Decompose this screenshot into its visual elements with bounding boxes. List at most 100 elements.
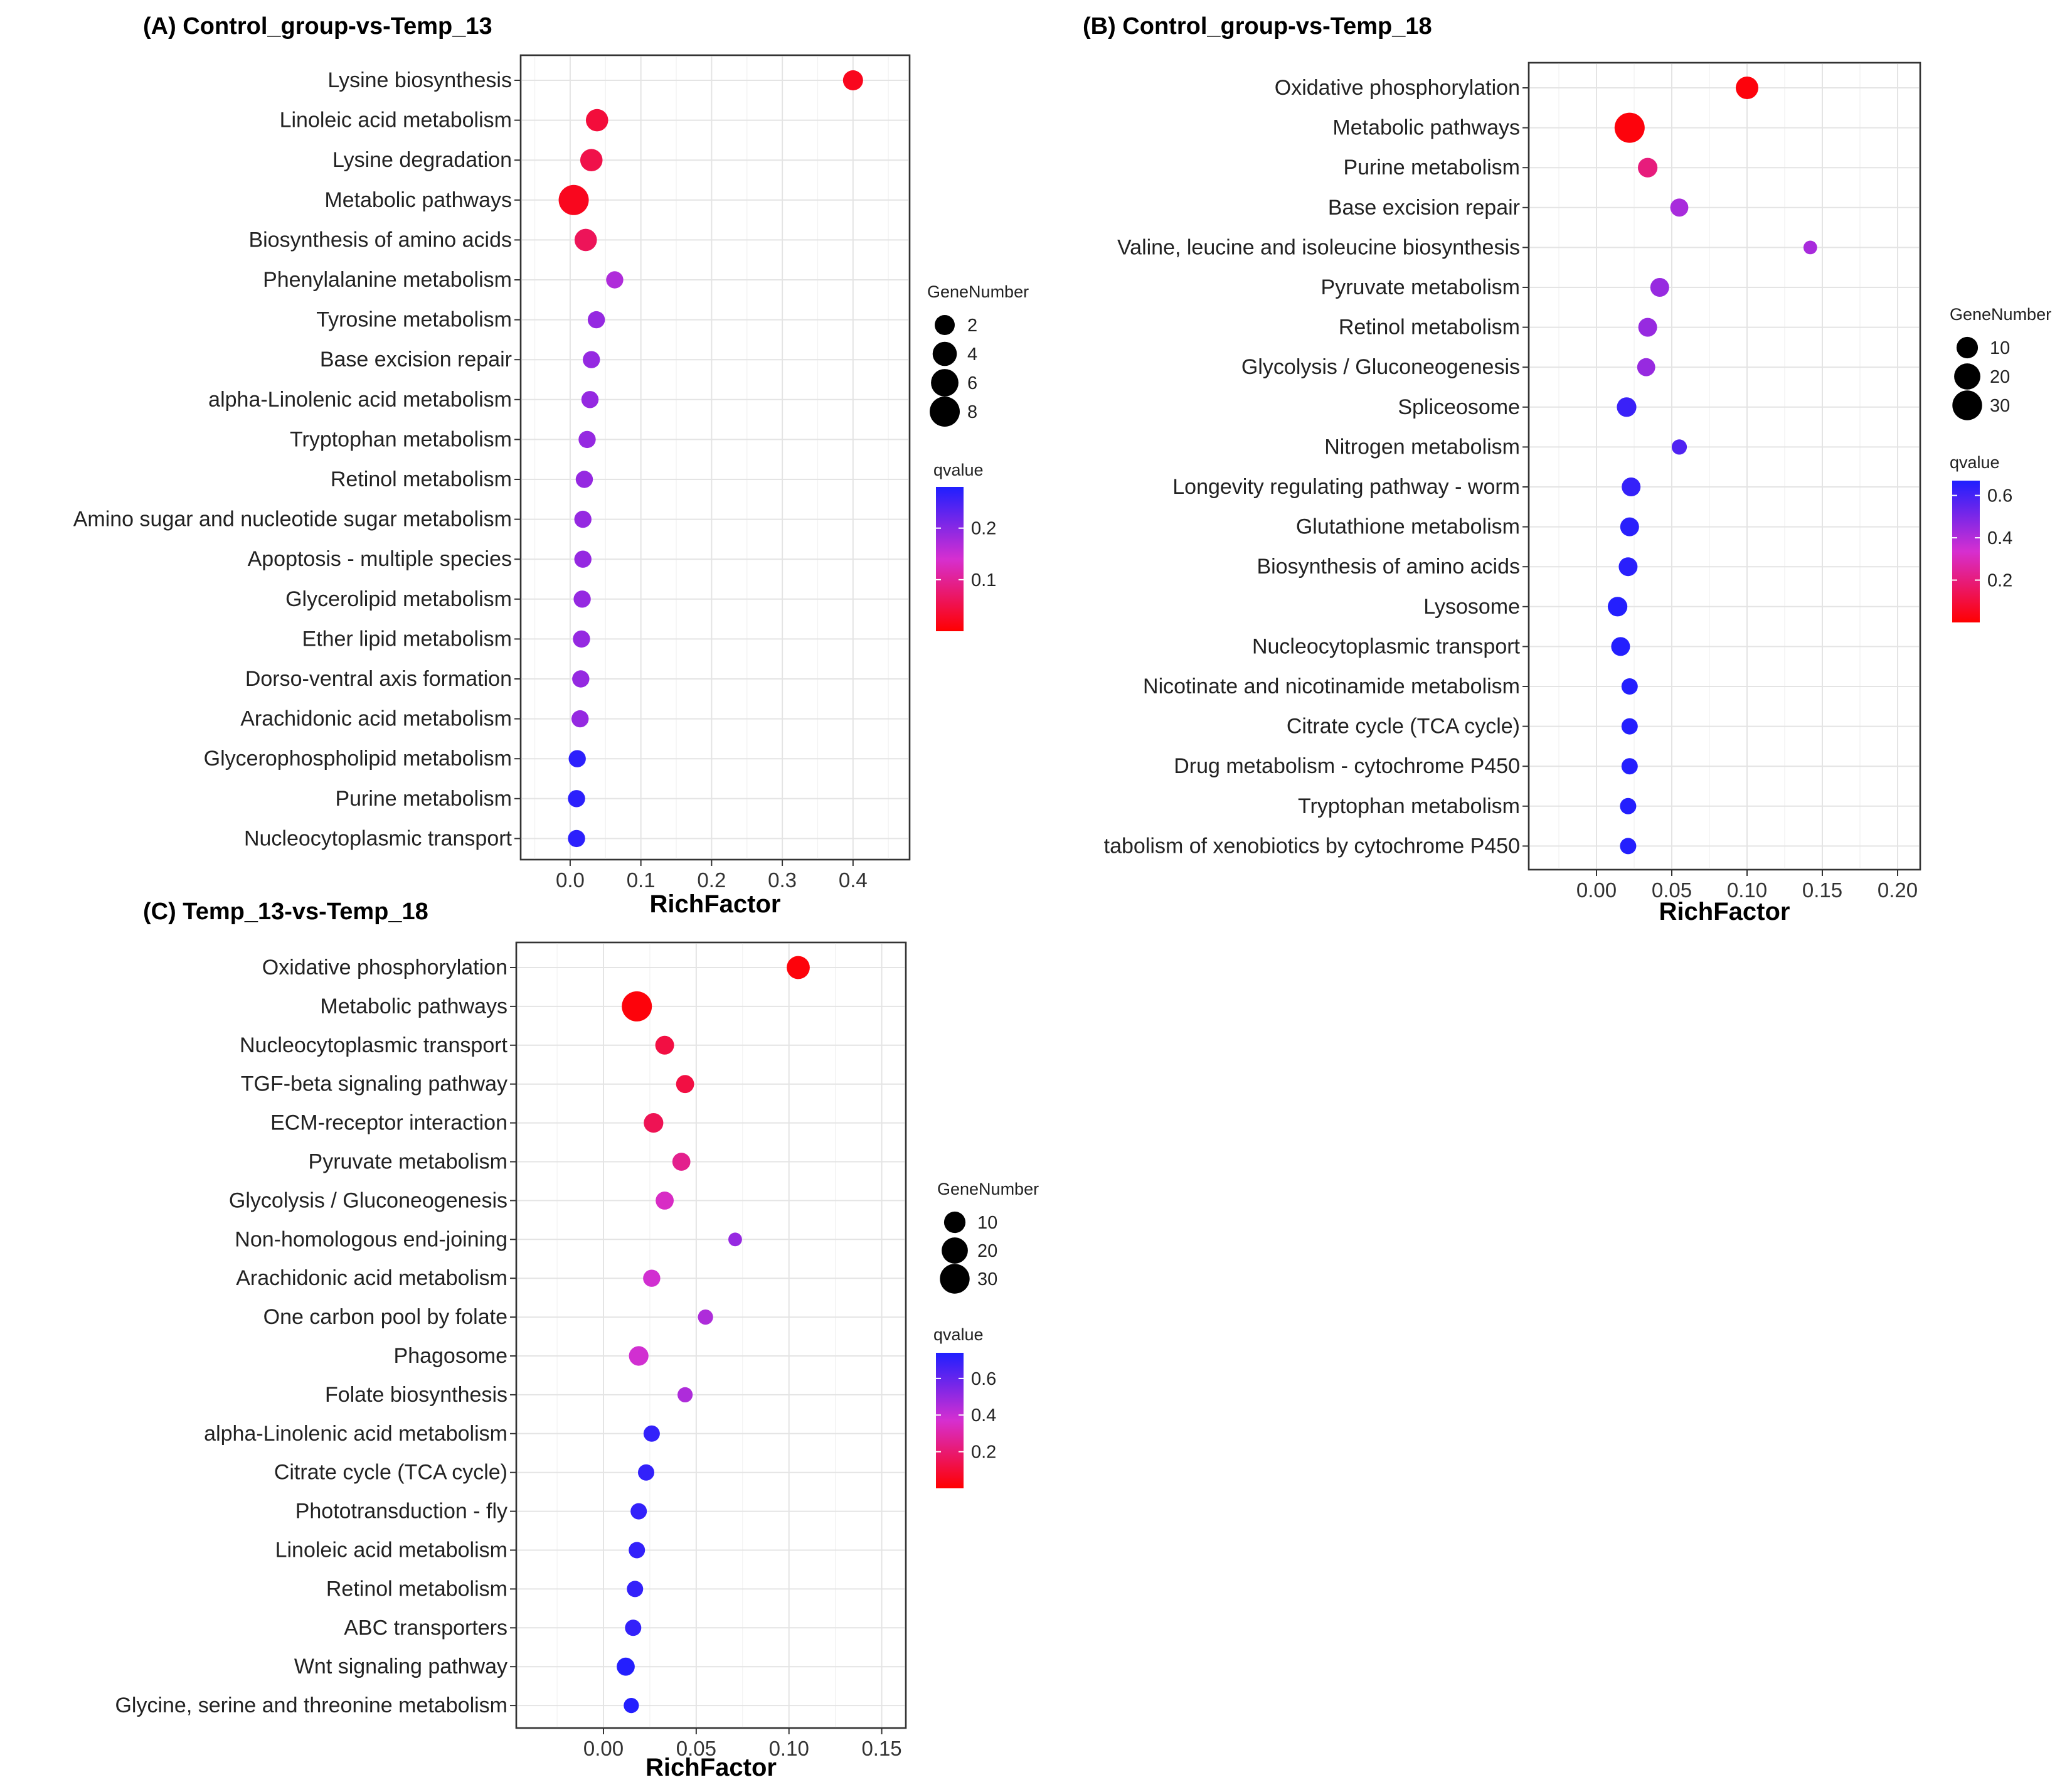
color-legend-label: 0.2 <box>1987 571 2012 591</box>
plot-border <box>519 54 911 861</box>
y-tick-label: ABC transporters <box>344 1616 507 1640</box>
x-tick-label: 0.2 <box>697 868 726 892</box>
color-legend-label: 0.1 <box>971 570 996 590</box>
data-point <box>1671 439 1687 455</box>
y-tick-label: Pyruvate metabolism <box>309 1150 507 1174</box>
size-legend-key <box>930 397 960 427</box>
data-point <box>617 1657 635 1676</box>
y-tick-label: alpha-Linolenic acid metabolism <box>208 388 512 412</box>
panel-c: (C) Temp_13-vs-Temp_18 Oxidative phosphor… <box>115 899 1039 1781</box>
x-tick-label: 0.4 <box>839 868 868 892</box>
x-tick-label: 0.0 <box>556 868 585 892</box>
size-legend-label: 20 <box>977 1241 997 1261</box>
data-point <box>572 670 590 688</box>
color-legend-label: 0.4 <box>1987 528 2012 548</box>
y-tick-label: Citrate cycle (TCA cycle) <box>274 1461 507 1485</box>
plot-area <box>515 941 907 1729</box>
y-tick-label: Phototransduction - fly <box>295 1500 507 1523</box>
data-point <box>587 311 605 329</box>
panel-b: (B) Control_group-vs-Temp_18 Oxidative ph… <box>1083 13 2051 926</box>
data-point <box>568 829 585 848</box>
y-tick-label: Tyrosine metabolism <box>316 308 512 332</box>
data-point <box>656 1192 674 1210</box>
x-tick-label: 0.00 <box>583 1737 624 1760</box>
plot-border <box>1527 61 1921 871</box>
plot-area <box>1527 61 1921 871</box>
data-point <box>842 70 863 90</box>
size-legend-title: GeneNumber <box>937 1180 1039 1198</box>
size-legend-key <box>931 369 959 397</box>
data-point <box>787 956 810 979</box>
color-legend-title: qvalue <box>1950 453 2000 472</box>
y-tick-label: Phagosome <box>394 1344 507 1368</box>
color-legend-title: qvalue <box>933 1325 984 1344</box>
y-tick-label: Non-homologous end-joining <box>235 1227 507 1251</box>
y-tick-label: Lysine degradation <box>332 148 512 172</box>
data-point <box>622 991 652 1022</box>
y-tick-label: Retinol metabolism <box>1339 316 1520 339</box>
panel-a: (A) Control_group-vs-Temp_13 Lysine biosy… <box>73 13 1029 918</box>
data-point <box>558 184 589 215</box>
data-point <box>573 590 591 608</box>
data-point <box>568 750 586 767</box>
y-tick-label: Pyruvate metabolism <box>1321 275 1520 299</box>
x-axis-title: RichFactor <box>646 1754 777 1781</box>
size-legend-label: 30 <box>977 1269 997 1289</box>
data-point <box>677 1387 693 1402</box>
y-tick-label: Metabolic pathways <box>1332 116 1520 140</box>
size-legend-label: 20 <box>1990 367 2010 387</box>
y-tick-label: ECM-receptor interaction <box>270 1111 507 1135</box>
data-point <box>625 1619 642 1636</box>
x-tick-label: 0.1 <box>627 868 656 892</box>
data-point <box>1608 597 1628 617</box>
y-tick-label: Tryptophan metabolism <box>290 427 512 451</box>
x-tick-label: 0.00 <box>1576 878 1617 902</box>
color-legend-label: 0.4 <box>971 1406 996 1426</box>
y-tick-label: Lysine biosynthesis <box>327 68 512 92</box>
y-tick-label: Retinol metabolism <box>326 1577 507 1601</box>
size-legend-key <box>1954 363 1980 390</box>
size-legend-label: 2 <box>967 316 977 336</box>
panel-title: (A) Control_group-vs-Temp_13 <box>143 13 492 40</box>
data-point <box>1638 317 1657 337</box>
data-point <box>1670 198 1689 217</box>
y-tick-label: Purine metabolism <box>1343 156 1520 179</box>
size-legend-label: 8 <box>967 402 977 422</box>
x-tick-label: 0.15 <box>861 1737 901 1760</box>
x-axis-title: RichFactor <box>1659 898 1790 926</box>
data-point <box>574 550 592 568</box>
data-point <box>1621 758 1638 775</box>
data-point <box>1621 678 1638 695</box>
data-point <box>1617 397 1637 417</box>
y-tick-label: Glycerolipid metabolism <box>285 587 512 611</box>
data-point <box>1611 637 1630 656</box>
y-tick-label: Linoleic acid metabolism <box>275 1539 507 1562</box>
color-legend-label: 0.6 <box>971 1369 996 1389</box>
data-point <box>1736 77 1758 99</box>
size-legend-label: 6 <box>967 373 977 393</box>
y-tick-label: Oxidative phosphorylation <box>1275 76 1520 100</box>
y-tick-label: Arachidonic acid metabolism <box>236 1266 507 1290</box>
x-tick-label: 0.05 <box>1652 878 1692 902</box>
y-tick-label: Nucleocytoplasmic transport <box>1252 634 1521 658</box>
y-tick-label: Spliceosome <box>1398 395 1520 419</box>
data-point <box>574 510 592 528</box>
y-tick-label: Dorso-ventral axis formation <box>245 667 512 691</box>
y-tick-label: Nitrogen metabolism <box>1324 435 1520 459</box>
y-tick-label: Wnt signaling pathway <box>294 1655 507 1678</box>
size-legend-key <box>1956 336 1979 359</box>
y-tick-label: Citrate cycle (TCA cycle) <box>1287 715 1520 739</box>
x-tick-label: 0.10 <box>1727 878 1767 902</box>
y-tick-label: Glycine, serine and threonine metabolism <box>115 1694 507 1717</box>
size-legend-title: GeneNumber <box>1950 305 2051 324</box>
y-tick-label: Lysosome <box>1423 595 1520 619</box>
data-point <box>573 630 590 648</box>
data-point <box>575 471 593 488</box>
y-tick-label: Amino sugar and nucleotide sugar metabol… <box>73 508 512 531</box>
panel-title: (B) Control_group-vs-Temp_18 <box>1083 13 1432 40</box>
y-tick-label: Biosynthesis of amino acids <box>1256 555 1520 579</box>
data-point <box>1622 477 1641 496</box>
y-tick-label: TGF-beta signaling pathway <box>241 1072 507 1096</box>
data-point <box>1620 838 1637 855</box>
